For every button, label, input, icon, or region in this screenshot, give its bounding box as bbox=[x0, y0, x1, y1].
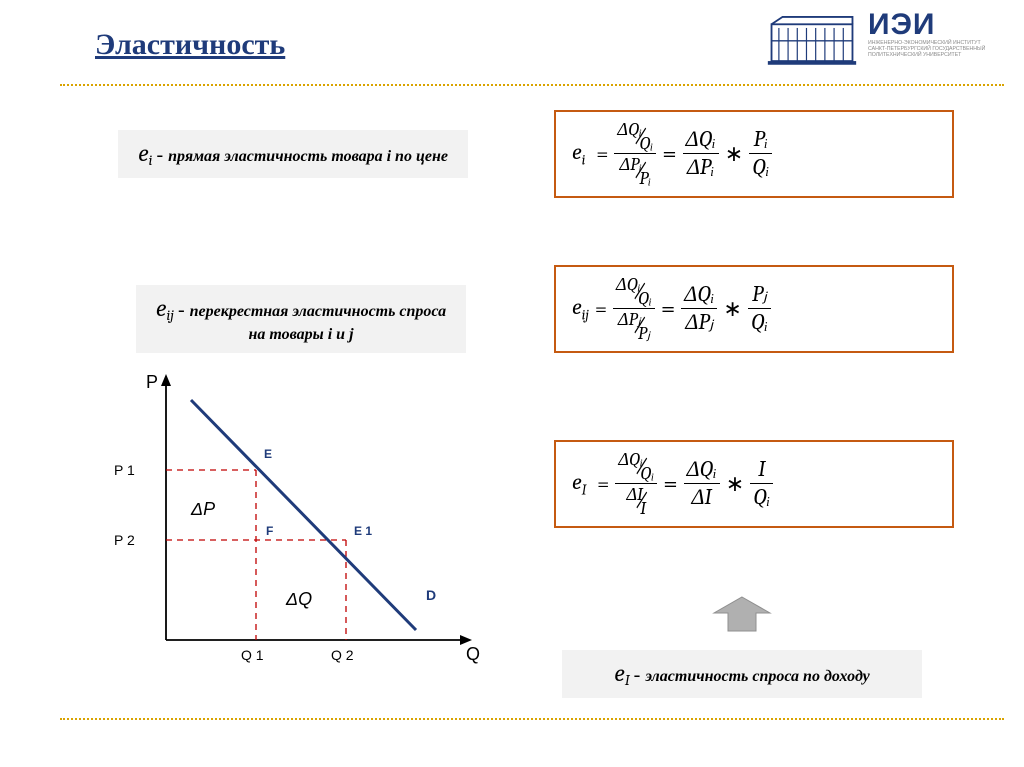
label-dP: ΔP bbox=[190, 499, 215, 519]
f2-frac-r1: ΔQᵢΔPⱼ bbox=[681, 283, 717, 334]
definition-income-elasticity: eI - эластичность спроса по доходу bbox=[562, 650, 922, 698]
f2-lhs-sub: ij bbox=[582, 307, 589, 324]
logo-acronym: ИЭИ bbox=[868, 10, 935, 40]
f3-lhs-sub: I bbox=[582, 482, 587, 499]
def3-sub: I bbox=[625, 671, 630, 689]
formula-cross-elasticity: eij = ΔQᵢ∕Qᵢ ΔPⱼ∕Pⱼ = ΔQᵢΔPⱼ ∗ PⱼQᵢ bbox=[554, 265, 954, 353]
def1-sub: i bbox=[149, 151, 153, 169]
f1-compound-frac: ΔQᵢ∕Qᵢ ΔPᵢ∕Pᵢ bbox=[614, 122, 656, 186]
definition-direct-elasticity: ei - прямая эластичность товара i по цен… bbox=[118, 130, 468, 178]
label-dQ: ΔQ bbox=[285, 589, 312, 609]
def2-symbol: e bbox=[156, 294, 166, 322]
point-E1: E 1 bbox=[354, 524, 372, 538]
f2-lhs-sym: e bbox=[572, 294, 582, 320]
building-icon bbox=[766, 10, 858, 68]
divider-top bbox=[60, 84, 1004, 86]
tick-P2: P 2 bbox=[114, 532, 135, 548]
axis-label-Q: Q bbox=[466, 644, 480, 664]
def2-desc: перекрестная эластичность спроса на това… bbox=[190, 303, 447, 343]
f1-lhs-sym: e bbox=[572, 139, 582, 165]
content-area: ei - прямая эластичность товара i по цен… bbox=[76, 110, 1000, 707]
point-E: E bbox=[264, 447, 272, 461]
f3-lhs-sym: e bbox=[572, 469, 582, 495]
def3-symbol: e bbox=[614, 659, 624, 687]
definition-cross-elasticity: eij - перекрестная эластичность спроса н… bbox=[136, 285, 466, 353]
f1-frac-r2: PᵢQᵢ bbox=[749, 128, 772, 179]
f1-lhs-sub: i bbox=[582, 152, 586, 169]
logo-block: ИЭИ ИНЖЕНЕРНО-ЭКОНОМИЧЕСКИЙ ИНСТИТУТ САН… bbox=[766, 10, 996, 68]
formula-income-elasticity: eI = ΔQᵢ∕Qᵢ ΔI∕I = ΔQᵢΔI ∗ IQᵢ bbox=[554, 440, 954, 528]
point-F: F bbox=[266, 524, 273, 538]
f3-compound-frac: ΔQᵢ∕Qᵢ ΔI∕I bbox=[615, 452, 657, 516]
tick-Q1: Q 1 bbox=[241, 647, 264, 663]
formula-direct-elasticity: ei = ΔQᵢ∕Qᵢ ΔPᵢ∕Pᵢ = ΔQᵢΔPᵢ ∗ PᵢQᵢ bbox=[554, 110, 954, 198]
demand-curve-chart: P Q P 1 P 2 Q 1 Q 2 E E 1 F D ΔP ΔQ bbox=[96, 370, 496, 700]
guide-lines bbox=[166, 470, 346, 640]
axis-label-P: P bbox=[146, 372, 158, 392]
f3-frac-r1: ΔQᵢΔI bbox=[684, 458, 720, 509]
tick-Q2: Q 2 bbox=[331, 647, 354, 663]
def3-desc: эластичность спроса по доходу bbox=[645, 668, 869, 685]
logo-subtitle-2: САНКТ-ПЕТЕРБУРГСКИЙ ГОСУДАРСТВЕННЫЙ ПОЛИ… bbox=[868, 46, 996, 58]
f2-frac-r2: PⱼQᵢ bbox=[748, 283, 771, 334]
tick-P1: P 1 bbox=[114, 462, 135, 478]
arrow-up-icon bbox=[712, 595, 772, 635]
page-title: Эластичность bbox=[95, 28, 285, 62]
f3-frac-r2: IQᵢ bbox=[750, 458, 773, 509]
f2-compound-frac: ΔQᵢ∕Qᵢ ΔPⱼ∕Pⱼ bbox=[613, 277, 655, 341]
def1-desc: прямая эластичность товара i по цене bbox=[168, 148, 448, 165]
def1-symbol: e bbox=[138, 139, 148, 167]
def2-sub: ij bbox=[166, 306, 174, 324]
label-D: D bbox=[426, 587, 436, 603]
divider-bottom bbox=[60, 718, 1004, 720]
f1-frac-r1: ΔQᵢΔPᵢ bbox=[683, 128, 719, 179]
